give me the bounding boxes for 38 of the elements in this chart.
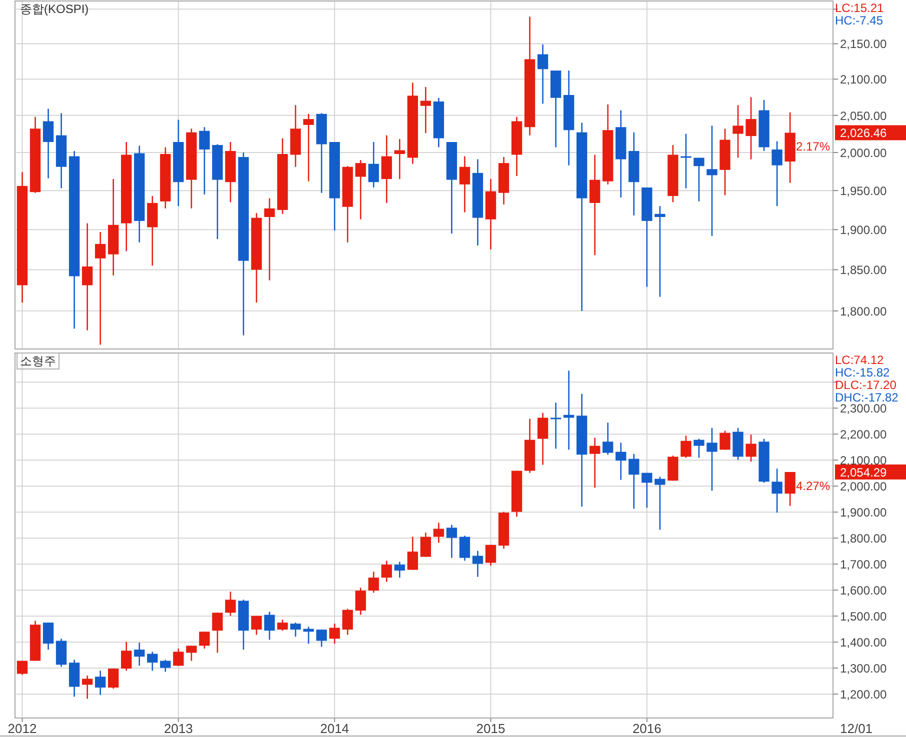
- annotation: 2.17%: [796, 140, 830, 154]
- y-tick-label: 1,600.00: [840, 584, 888, 598]
- text: 12/01: [840, 721, 873, 736]
- text: 2,054.29: [840, 465, 888, 480]
- y-tick-label: 1,300.00: [840, 662, 888, 676]
- y-tick-label: 1,850.00: [840, 263, 888, 278]
- y-tick-label: 2,200.00: [840, 428, 888, 442]
- y-tick-label: 1,800.00: [840, 532, 888, 546]
- y-tick-label: 2,000.00: [840, 146, 888, 160]
- annotation: 4.27%: [796, 478, 830, 493]
- x-tick-label: 2015: [476, 721, 506, 736]
- y-tick-label: 1,700.00: [840, 558, 888, 572]
- y-tick-label: 2,050.00: [840, 108, 888, 123]
- y-tick-label: 1,800.00: [840, 304, 888, 318]
- y-tick-label: 1,400.00: [840, 636, 888, 650]
- y-tick-label: 2,300.00: [840, 402, 888, 416]
- text: 2,026.46: [840, 126, 888, 140]
- text: LC:15.21: [835, 1, 884, 15]
- y-tick-label: 2,150.00: [840, 37, 888, 52]
- text: HC:-15.82: [835, 366, 890, 380]
- y-tick-label: 1,900.00: [840, 506, 888, 520]
- x-tick-label: 2012: [8, 721, 37, 736]
- y-tick-label: 1,950.00: [840, 184, 888, 198]
- x-tick-label: 2016: [632, 721, 662, 736]
- y-tick-label: 2,000.00: [840, 480, 888, 494]
- y-tick-label: 2,100.00: [840, 454, 888, 468]
- y-tick-label: 2,100.00: [840, 72, 888, 87]
- chart-title: 종합(KOSPI): [20, 2, 89, 16]
- x-tick-label: 2014: [320, 721, 350, 736]
- y-tick-label: 1,500.00: [840, 610, 888, 624]
- chart-title: 소형주: [20, 354, 56, 368]
- text: LC:74.12: [835, 353, 884, 367]
- text: DLC:-17.20: [835, 378, 897, 392]
- y-tick-label: 1,200.00: [840, 688, 888, 702]
- y-tick-label: 1,900.00: [840, 223, 888, 238]
- text: HC:-7.45: [835, 14, 884, 28]
- x-tick-label: 2013: [164, 721, 193, 736]
- text: DHC:-17.82: [835, 390, 899, 404]
